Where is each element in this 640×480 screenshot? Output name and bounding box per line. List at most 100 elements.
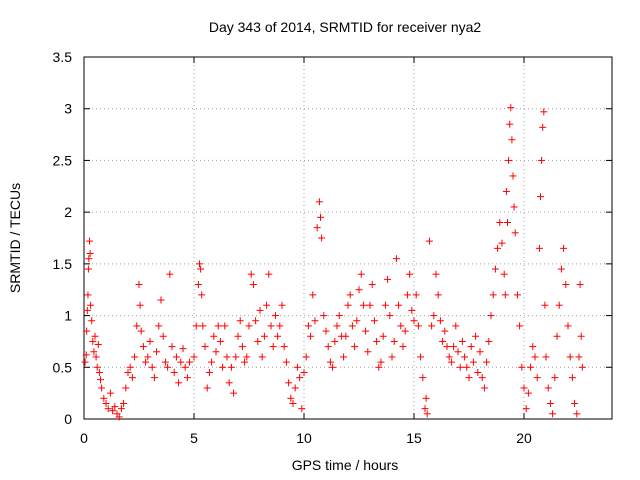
axis-ticks xyxy=(83,56,612,420)
data-point xyxy=(102,399,110,407)
data-point xyxy=(81,358,89,366)
data-point xyxy=(230,389,238,397)
data-point xyxy=(109,407,117,415)
data-point xyxy=(566,353,574,361)
data-point xyxy=(135,281,143,289)
data-point xyxy=(509,172,517,180)
data-point xyxy=(419,374,427,382)
data-point xyxy=(441,327,449,335)
data-point xyxy=(412,291,420,299)
data-point xyxy=(537,193,544,201)
data-point xyxy=(432,270,440,278)
data-point xyxy=(205,368,213,376)
data-point xyxy=(425,237,433,245)
data-point xyxy=(300,368,308,376)
data-point xyxy=(144,353,152,361)
data-point xyxy=(90,348,98,356)
data-point xyxy=(94,341,102,349)
data-point xyxy=(395,301,403,309)
data-point xyxy=(280,343,288,351)
data-point xyxy=(83,306,91,314)
data-point xyxy=(366,301,374,309)
data-point xyxy=(157,296,165,304)
data-point xyxy=(128,374,136,382)
data-point xyxy=(540,108,548,116)
data-point xyxy=(511,229,519,237)
data-point xyxy=(88,317,96,325)
data-point xyxy=(199,322,207,330)
data-point xyxy=(501,291,509,299)
data-point xyxy=(148,363,156,371)
data-point xyxy=(538,156,546,164)
data-point xyxy=(513,291,521,299)
chart-title: Day 343 of 2014, SRMTID for receiver nya… xyxy=(209,19,482,35)
data-point xyxy=(238,343,246,351)
data-point xyxy=(458,337,466,345)
data-point xyxy=(542,353,550,361)
data-point xyxy=(568,374,576,382)
data-point xyxy=(271,312,279,320)
data-point xyxy=(198,291,206,299)
data-point xyxy=(86,250,94,258)
data-point xyxy=(315,198,323,206)
data-point xyxy=(258,353,266,361)
data-point xyxy=(390,337,398,345)
data-point xyxy=(137,327,145,335)
y-axis-label: SRMTID / TECUs xyxy=(7,183,23,293)
data-point xyxy=(254,337,262,345)
data-point xyxy=(84,265,92,273)
data-point xyxy=(401,327,409,335)
data-point xyxy=(183,374,191,382)
data-point xyxy=(422,394,430,402)
data-point xyxy=(194,281,202,289)
data-point xyxy=(555,301,563,309)
data-point xyxy=(164,363,172,371)
data-point xyxy=(92,353,100,361)
data-point xyxy=(208,358,216,366)
data-point xyxy=(201,343,209,351)
data-point xyxy=(136,301,144,309)
data-point xyxy=(159,332,167,340)
data-point xyxy=(322,327,330,335)
data-point xyxy=(179,345,187,353)
data-point xyxy=(83,327,91,335)
data-point xyxy=(166,270,174,278)
data-point xyxy=(518,363,526,371)
data-point xyxy=(97,376,104,384)
data-point xyxy=(293,363,301,371)
data-point xyxy=(89,337,97,345)
data-point xyxy=(106,389,114,397)
data-point xyxy=(450,343,458,351)
data-point xyxy=(153,348,161,356)
x-tick-label: 0 xyxy=(80,430,88,446)
data-point xyxy=(256,306,264,314)
data-point xyxy=(355,286,363,294)
data-point xyxy=(309,291,317,299)
data-point xyxy=(573,410,581,418)
data-point xyxy=(472,332,480,340)
data-point xyxy=(223,353,231,361)
data-point xyxy=(170,368,178,376)
data-point xyxy=(423,410,431,418)
data-point xyxy=(150,374,158,382)
data-point xyxy=(186,358,194,366)
data-point xyxy=(243,353,251,361)
y-tick-label: 0 xyxy=(64,411,72,427)
y-tick-label: 2 xyxy=(64,204,72,220)
data-point xyxy=(469,358,477,366)
data-point xyxy=(465,374,473,382)
data-point xyxy=(408,306,416,314)
data-point xyxy=(507,104,515,112)
data-point xyxy=(553,332,561,340)
data-point xyxy=(265,270,273,278)
data-point xyxy=(502,187,510,195)
data-point xyxy=(381,301,389,309)
data-point xyxy=(368,281,376,289)
data-point xyxy=(353,317,361,325)
data-point xyxy=(298,405,306,413)
data-point xyxy=(351,343,359,351)
data-point xyxy=(214,322,222,330)
data-point xyxy=(227,363,235,371)
data-point xyxy=(560,244,568,252)
